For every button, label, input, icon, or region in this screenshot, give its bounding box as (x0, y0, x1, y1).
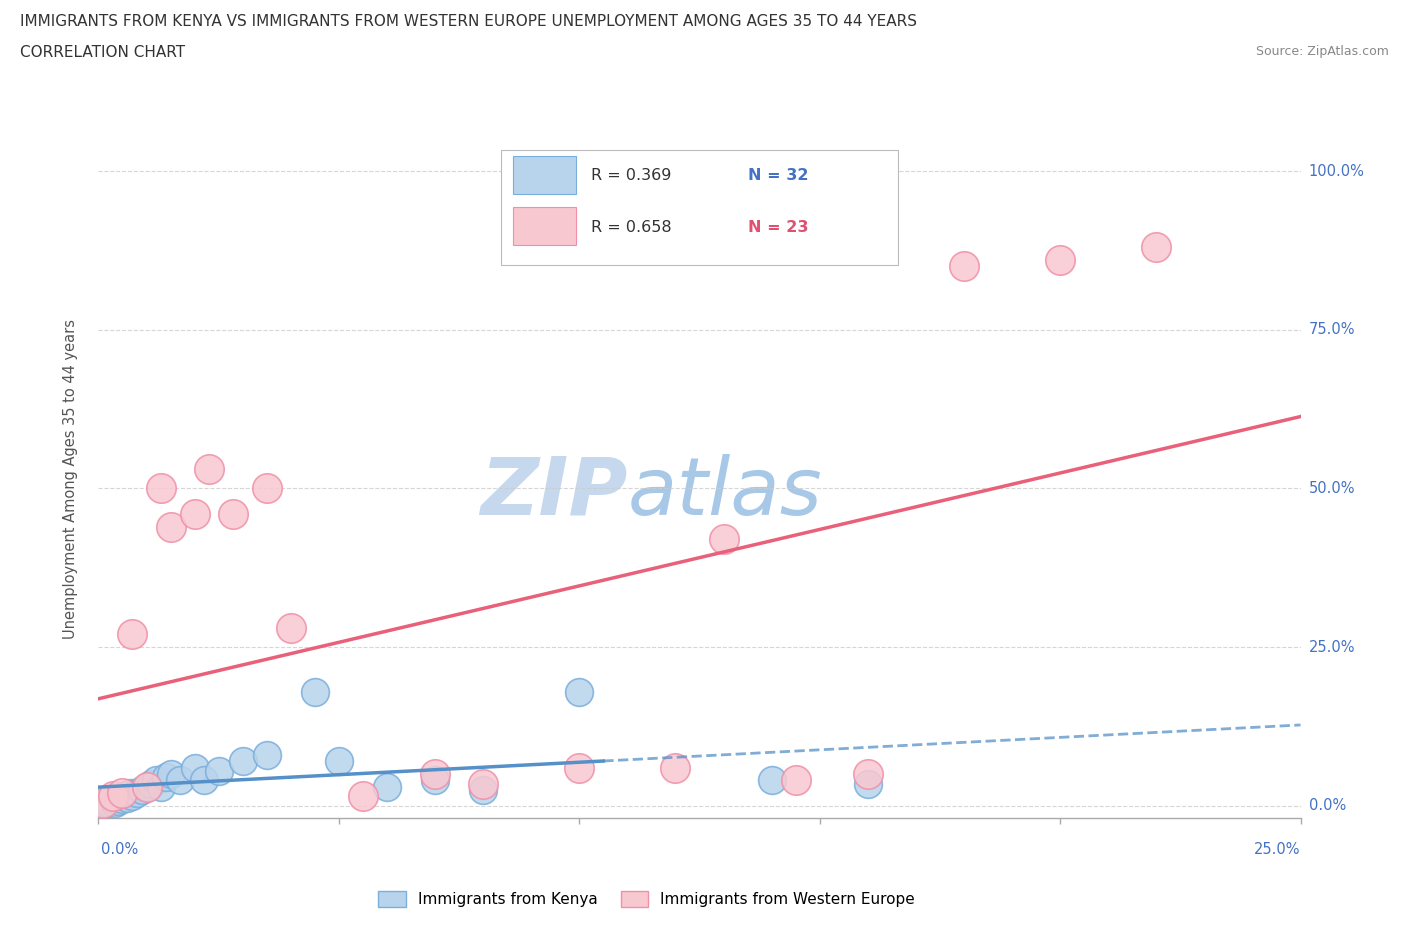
Point (159, 519, 181, 534)
Point (114, 789, 136, 804)
Point (856, 776, 879, 790)
Text: atlas: atlas (627, 454, 823, 532)
Point (121, 789, 143, 804)
Point (145, 773, 167, 788)
Point (169, 773, 191, 788)
Point (222, 507, 245, 522)
Point (118, 786, 141, 801)
Point (352, 789, 374, 804)
Point (785, 773, 807, 788)
Point (135, 779, 157, 794)
Point (761, 773, 783, 788)
Y-axis label: Unemployment Among Ages 35 to 44 years: Unemployment Among Ages 35 to 44 years (63, 319, 77, 639)
Point (149, 481, 172, 496)
Point (568, 684, 591, 699)
Legend: Immigrants from Kenya, Immigrants from Western Europe: Immigrants from Kenya, Immigrants from W… (373, 884, 921, 913)
Point (141, 776, 163, 790)
Point (256, 748, 278, 763)
Text: R = 0.369: R = 0.369 (592, 168, 672, 183)
Point (1049, 253, 1071, 268)
Point (193, 773, 215, 788)
Point (159, 766, 181, 781)
Point (856, 766, 879, 781)
Point (91, 795, 114, 810)
Point (423, 773, 446, 788)
Text: 75.0%: 75.0% (1309, 323, 1355, 338)
Point (121, 627, 143, 642)
Point (125, 786, 148, 801)
Point (198, 462, 221, 477)
Point (131, 782, 153, 797)
Text: 50.0%: 50.0% (1309, 481, 1355, 496)
FancyBboxPatch shape (513, 207, 575, 245)
Text: ZIP: ZIP (479, 454, 627, 532)
Point (232, 754, 254, 769)
Point (568, 760, 591, 775)
Text: 0.0%: 0.0% (1309, 798, 1346, 813)
Point (953, 259, 976, 273)
Point (1144, 240, 1167, 255)
Point (328, 754, 350, 769)
Text: IMMIGRANTS FROM KENYA VS IMMIGRANTS FROM WESTERN EUROPE UNEMPLOYMENT AMONG AGES : IMMIGRANTS FROM KENYA VS IMMIGRANTS FROM… (20, 14, 917, 29)
Point (101, 792, 124, 807)
Text: N = 32: N = 32 (748, 168, 808, 183)
Text: N = 23: N = 23 (748, 220, 808, 235)
Point (208, 764, 231, 778)
Point (280, 620, 302, 635)
Point (304, 684, 326, 699)
Point (472, 782, 495, 797)
Point (111, 786, 134, 801)
Point (664, 760, 686, 775)
Point (104, 795, 127, 810)
Text: 25.0%: 25.0% (1254, 842, 1301, 857)
Point (97, 795, 120, 810)
Point (713, 532, 735, 547)
Text: CORRELATION CHART: CORRELATION CHART (20, 45, 184, 60)
Point (107, 793, 129, 808)
Text: R = 0.658: R = 0.658 (592, 220, 672, 235)
Point (256, 481, 278, 496)
Point (183, 760, 205, 775)
Text: 0.0%: 0.0% (101, 842, 138, 857)
Text: 100.0%: 100.0% (1309, 164, 1365, 179)
FancyBboxPatch shape (501, 150, 898, 265)
FancyBboxPatch shape (513, 156, 575, 193)
Point (183, 507, 205, 522)
Point (135, 779, 157, 794)
Point (375, 779, 398, 794)
Point (472, 776, 495, 790)
Point (111, 792, 134, 807)
Text: 25.0%: 25.0% (1309, 640, 1355, 655)
Point (149, 779, 172, 794)
Point (423, 766, 446, 781)
Point (101, 789, 124, 804)
Point (91, 795, 114, 810)
Point (117, 790, 139, 805)
Text: Source: ZipAtlas.com: Source: ZipAtlas.com (1256, 45, 1389, 58)
Point (155, 770, 177, 785)
